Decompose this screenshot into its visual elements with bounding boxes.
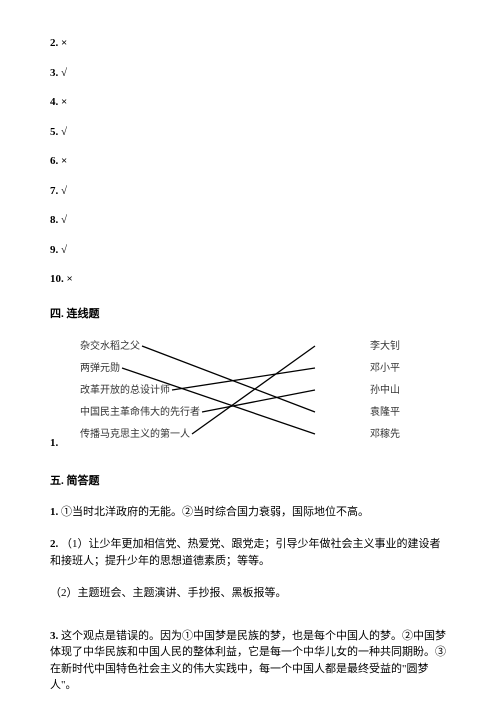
match-left-item: 杂交水稻之父 [80, 339, 140, 354]
match-right-item: 邓稼先 [370, 427, 400, 442]
tf-mark: × [61, 96, 67, 108]
qa-text: （2）主题班会、主题演讲、手抄报、黑板报等。 [50, 587, 287, 599]
tf-item: 2. × [50, 35, 450, 52]
tf-mark: √ [61, 67, 67, 79]
tf-mark: × [61, 155, 67, 167]
qa-text: ①当时北洋政府的无能。②当时综合国力衰弱，国际地位不高。 [61, 506, 369, 518]
qa-item: （2）主题班会、主题演讲、手抄报、黑板报等。 [50, 585, 450, 602]
qa-item: 2. （1）让少年更加相信党、热爱党、跟党走；引导少年做社会主义事业的建设者和接… [50, 536, 450, 569]
tf-item: 10. × [50, 271, 450, 288]
qa-text: 这个观点是错误的。因为①中国梦是民族的梦，也是每个中国人的梦。②中国梦体现了中华… [50, 630, 446, 692]
qa-label: 3. [50, 630, 58, 642]
tf-num: 5. [50, 126, 58, 138]
tf-num: 7. [50, 185, 58, 197]
match-right-item: 李大钊 [370, 339, 400, 354]
section4-heading: 四. 连线题 [50, 306, 450, 323]
section5-heading: 五. 简答题 [50, 473, 450, 490]
tf-mark: × [67, 273, 73, 285]
tf-item: 8. √ [50, 212, 450, 229]
tf-num: 3. [50, 67, 58, 79]
tf-mark: √ [61, 244, 67, 256]
qa-item: 3. 这个观点是错误的。因为①中国梦是民族的梦，也是每个中国人的梦。②中国梦体现… [50, 628, 450, 694]
matching-diagram: 1. 杂交水稻之父 两弹元勋 改革开放的总设计师 中国民主革命伟大的先行者 传播… [80, 336, 400, 451]
tf-item: 4. × [50, 94, 450, 111]
tf-item: 6. × [50, 153, 450, 170]
match-left-item: 传播马克思主义的第一人 [80, 427, 190, 442]
tf-item: 3. √ [50, 65, 450, 82]
tf-mark: √ [61, 126, 67, 138]
tf-item: 9. √ [50, 242, 450, 259]
tf-num: 8. [50, 214, 58, 226]
match-left-item: 改革开放的总设计师 [80, 383, 170, 398]
match-left-item: 中国民主革命伟大的先行者 [80, 405, 200, 420]
match-number: 1. [50, 435, 58, 452]
qa-text: （1）让少年更加相信党、热爱党、跟党走；引导少年做社会主义事业的建设者和接班人；… [50, 538, 441, 567]
tf-mark: √ [61, 214, 67, 226]
match-left-item: 两弹元勋 [80, 361, 120, 376]
true-false-list: 2. × 3. √ 4. × 5. √ 6. × 7. √ 8. √ 9. √ … [50, 35, 450, 288]
tf-num: 6. [50, 155, 58, 167]
tf-mark: √ [61, 185, 67, 197]
match-right-item: 邓小平 [370, 361, 400, 376]
qa-label: 2. [50, 538, 58, 550]
tf-num: 4. [50, 96, 58, 108]
tf-mark: × [61, 37, 67, 49]
tf-num: 9. [50, 244, 58, 256]
tf-num: 2. [50, 37, 58, 49]
match-right-item: 孙中山 [370, 383, 400, 398]
tf-item: 5. √ [50, 124, 450, 141]
tf-item: 7. √ [50, 183, 450, 200]
qa-item: 1. ①当时北洋政府的无能。②当时综合国力衰弱，国际地位不高。 [50, 504, 450, 521]
match-right-item: 袁隆平 [370, 405, 400, 420]
tf-num: 10. [50, 273, 64, 285]
qa-label: 1. [50, 506, 58, 518]
